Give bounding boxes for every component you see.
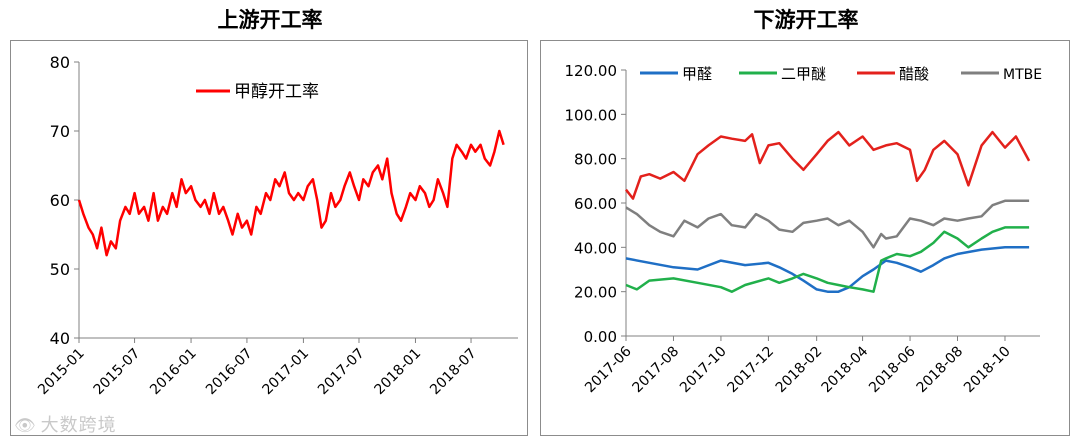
downstream-x-tick-label: 2017-10: [677, 343, 730, 396]
upstream-x-tick-label: 2015-07: [91, 345, 144, 398]
downstream-series-line-0: [625, 246, 1030, 293]
upstream-frame: [10, 40, 528, 436]
watermark-text: 大数跨境: [40, 415, 117, 436]
downstream-x-tick-label: 2018-10: [961, 343, 1014, 396]
downstream-series-line-1: [625, 226, 1030, 293]
downstream-legend-label-0: 甲醛: [682, 65, 712, 83]
upstream-chart-title: 上游开工率: [217, 8, 323, 32]
downstream-x-tick-label: 2017-08: [630, 343, 683, 396]
downstream-legend-label-2: 醋酸: [899, 65, 929, 83]
downstream-y-tick-label: 0.00: [584, 328, 617, 346]
upstream-y-tick-label: 80: [50, 53, 70, 72]
upstream-legend-label-0: 甲醇开工率: [234, 82, 319, 102]
upstream-x-tick-label: 2018-01: [372, 345, 425, 398]
upstream-x-tick-label: 2016-07: [203, 345, 256, 398]
upstream-x-tick-label: 2017-07: [315, 345, 368, 398]
watermark-logo-icon: 👁: [14, 416, 37, 436]
downstream-x-tick-label: 2018-08: [914, 343, 967, 396]
watermark: 👁 大数跨境: [14, 411, 117, 437]
upstream-x-tick-label: 2017-01: [260, 345, 313, 398]
downstream-x-tick-label: 2017-12: [724, 343, 777, 396]
upstream-x-tick-label: 2015-01: [35, 345, 88, 398]
upstream-y-tick-label: 70: [50, 122, 70, 141]
upstream-y-tick-label: 40: [50, 329, 70, 348]
downstream-y-tick-label: 40.00: [574, 239, 617, 257]
upstream-x-tick-label: 2018-07: [427, 345, 480, 398]
upstream-y-tick-label: 50: [50, 260, 70, 279]
downstream-y-tick-label: 120.00: [565, 62, 618, 80]
downstream-legend-label-3: MTBE: [1003, 67, 1042, 83]
downstream-y-tick-label: 80.00: [574, 151, 617, 169]
downstream-frame: [540, 40, 1070, 436]
downstream-legend-label-1: 二甲醚: [781, 65, 826, 83]
upstream-x-tick-label: 2016-01: [147, 345, 200, 398]
downstream-y-tick-label: 60.00: [574, 195, 617, 213]
downstream-x-tick-label: 2018-04: [819, 343, 872, 396]
downstream-y-tick-label: 100.00: [565, 106, 618, 124]
downstream-x-tick-label: 2018-06: [866, 343, 919, 396]
upstream-series-line-0: [77, 129, 505, 257]
upstream-y-tick-label: 60: [50, 191, 70, 210]
downstream-chart-title: 下游开工率: [753, 8, 859, 32]
downstream-series-line-3: [625, 199, 1030, 249]
downstream-operating-rate-chart: 0.00 20.00 40.00 60.00 80.00 100.00 120.00 2017…: [540, 40, 1070, 436]
downstream-y-tick-label: 20.00: [574, 284, 617, 302]
downstream-x-tick-label: 2018-02: [773, 343, 826, 396]
downstream-x-tick-label: 2017-06: [582, 343, 635, 396]
downstream-series-line-2: [625, 130, 1031, 200]
